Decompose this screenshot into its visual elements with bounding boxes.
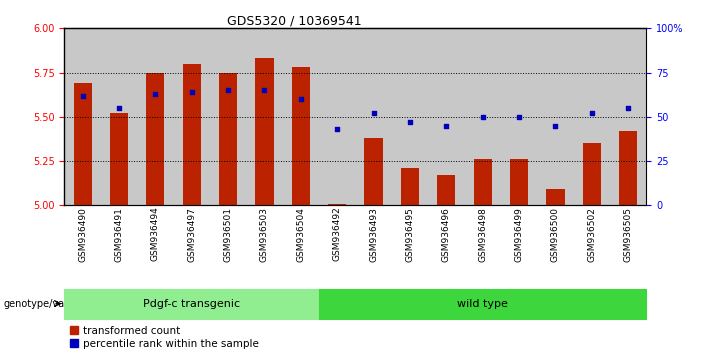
Bar — [319, 28, 355, 205]
Bar — [465, 28, 501, 205]
Bar — [174, 28, 210, 205]
Bar — [64, 28, 101, 205]
Point — [550, 123, 561, 129]
Point — [622, 105, 634, 111]
Bar — [183, 64, 201, 205]
Point — [332, 126, 343, 132]
Text: GDS5320 / 10369541: GDS5320 / 10369541 — [227, 14, 362, 27]
Bar — [437, 175, 456, 205]
Bar — [74, 83, 92, 205]
Bar — [328, 204, 346, 205]
Point — [368, 110, 379, 116]
Bar — [583, 143, 601, 205]
Bar — [283, 28, 319, 205]
Bar — [101, 28, 137, 205]
Bar — [546, 189, 564, 205]
Bar — [355, 28, 392, 205]
Bar — [392, 28, 428, 205]
Point — [441, 123, 452, 129]
Bar — [147, 73, 165, 205]
Bar — [401, 168, 419, 205]
Bar — [428, 28, 465, 205]
Text: genotype/variation: genotype/variation — [4, 298, 96, 309]
Bar — [210, 28, 246, 205]
Point — [222, 87, 233, 93]
Text: Pdgf-c transgenic: Pdgf-c transgenic — [143, 298, 240, 309]
Text: wild type: wild type — [457, 298, 508, 309]
Bar — [573, 28, 610, 205]
Point — [586, 110, 597, 116]
Bar — [619, 131, 637, 205]
Bar — [537, 28, 573, 205]
Point — [259, 87, 270, 93]
Bar — [219, 73, 237, 205]
Bar — [255, 58, 273, 205]
Bar — [510, 159, 528, 205]
Bar — [292, 67, 310, 205]
Bar — [246, 28, 283, 205]
Bar — [365, 138, 383, 205]
Point — [295, 96, 306, 102]
Legend: transformed count, percentile rank within the sample: transformed count, percentile rank withi… — [69, 326, 259, 349]
Bar — [610, 28, 646, 205]
Point — [186, 89, 198, 95]
Bar — [110, 113, 128, 205]
Point — [477, 114, 489, 120]
Bar — [137, 28, 174, 205]
Point — [513, 114, 524, 120]
Point — [150, 91, 161, 97]
Point — [404, 119, 416, 125]
Bar — [474, 159, 492, 205]
Point — [77, 93, 88, 98]
Point — [114, 105, 125, 111]
Bar — [501, 28, 537, 205]
